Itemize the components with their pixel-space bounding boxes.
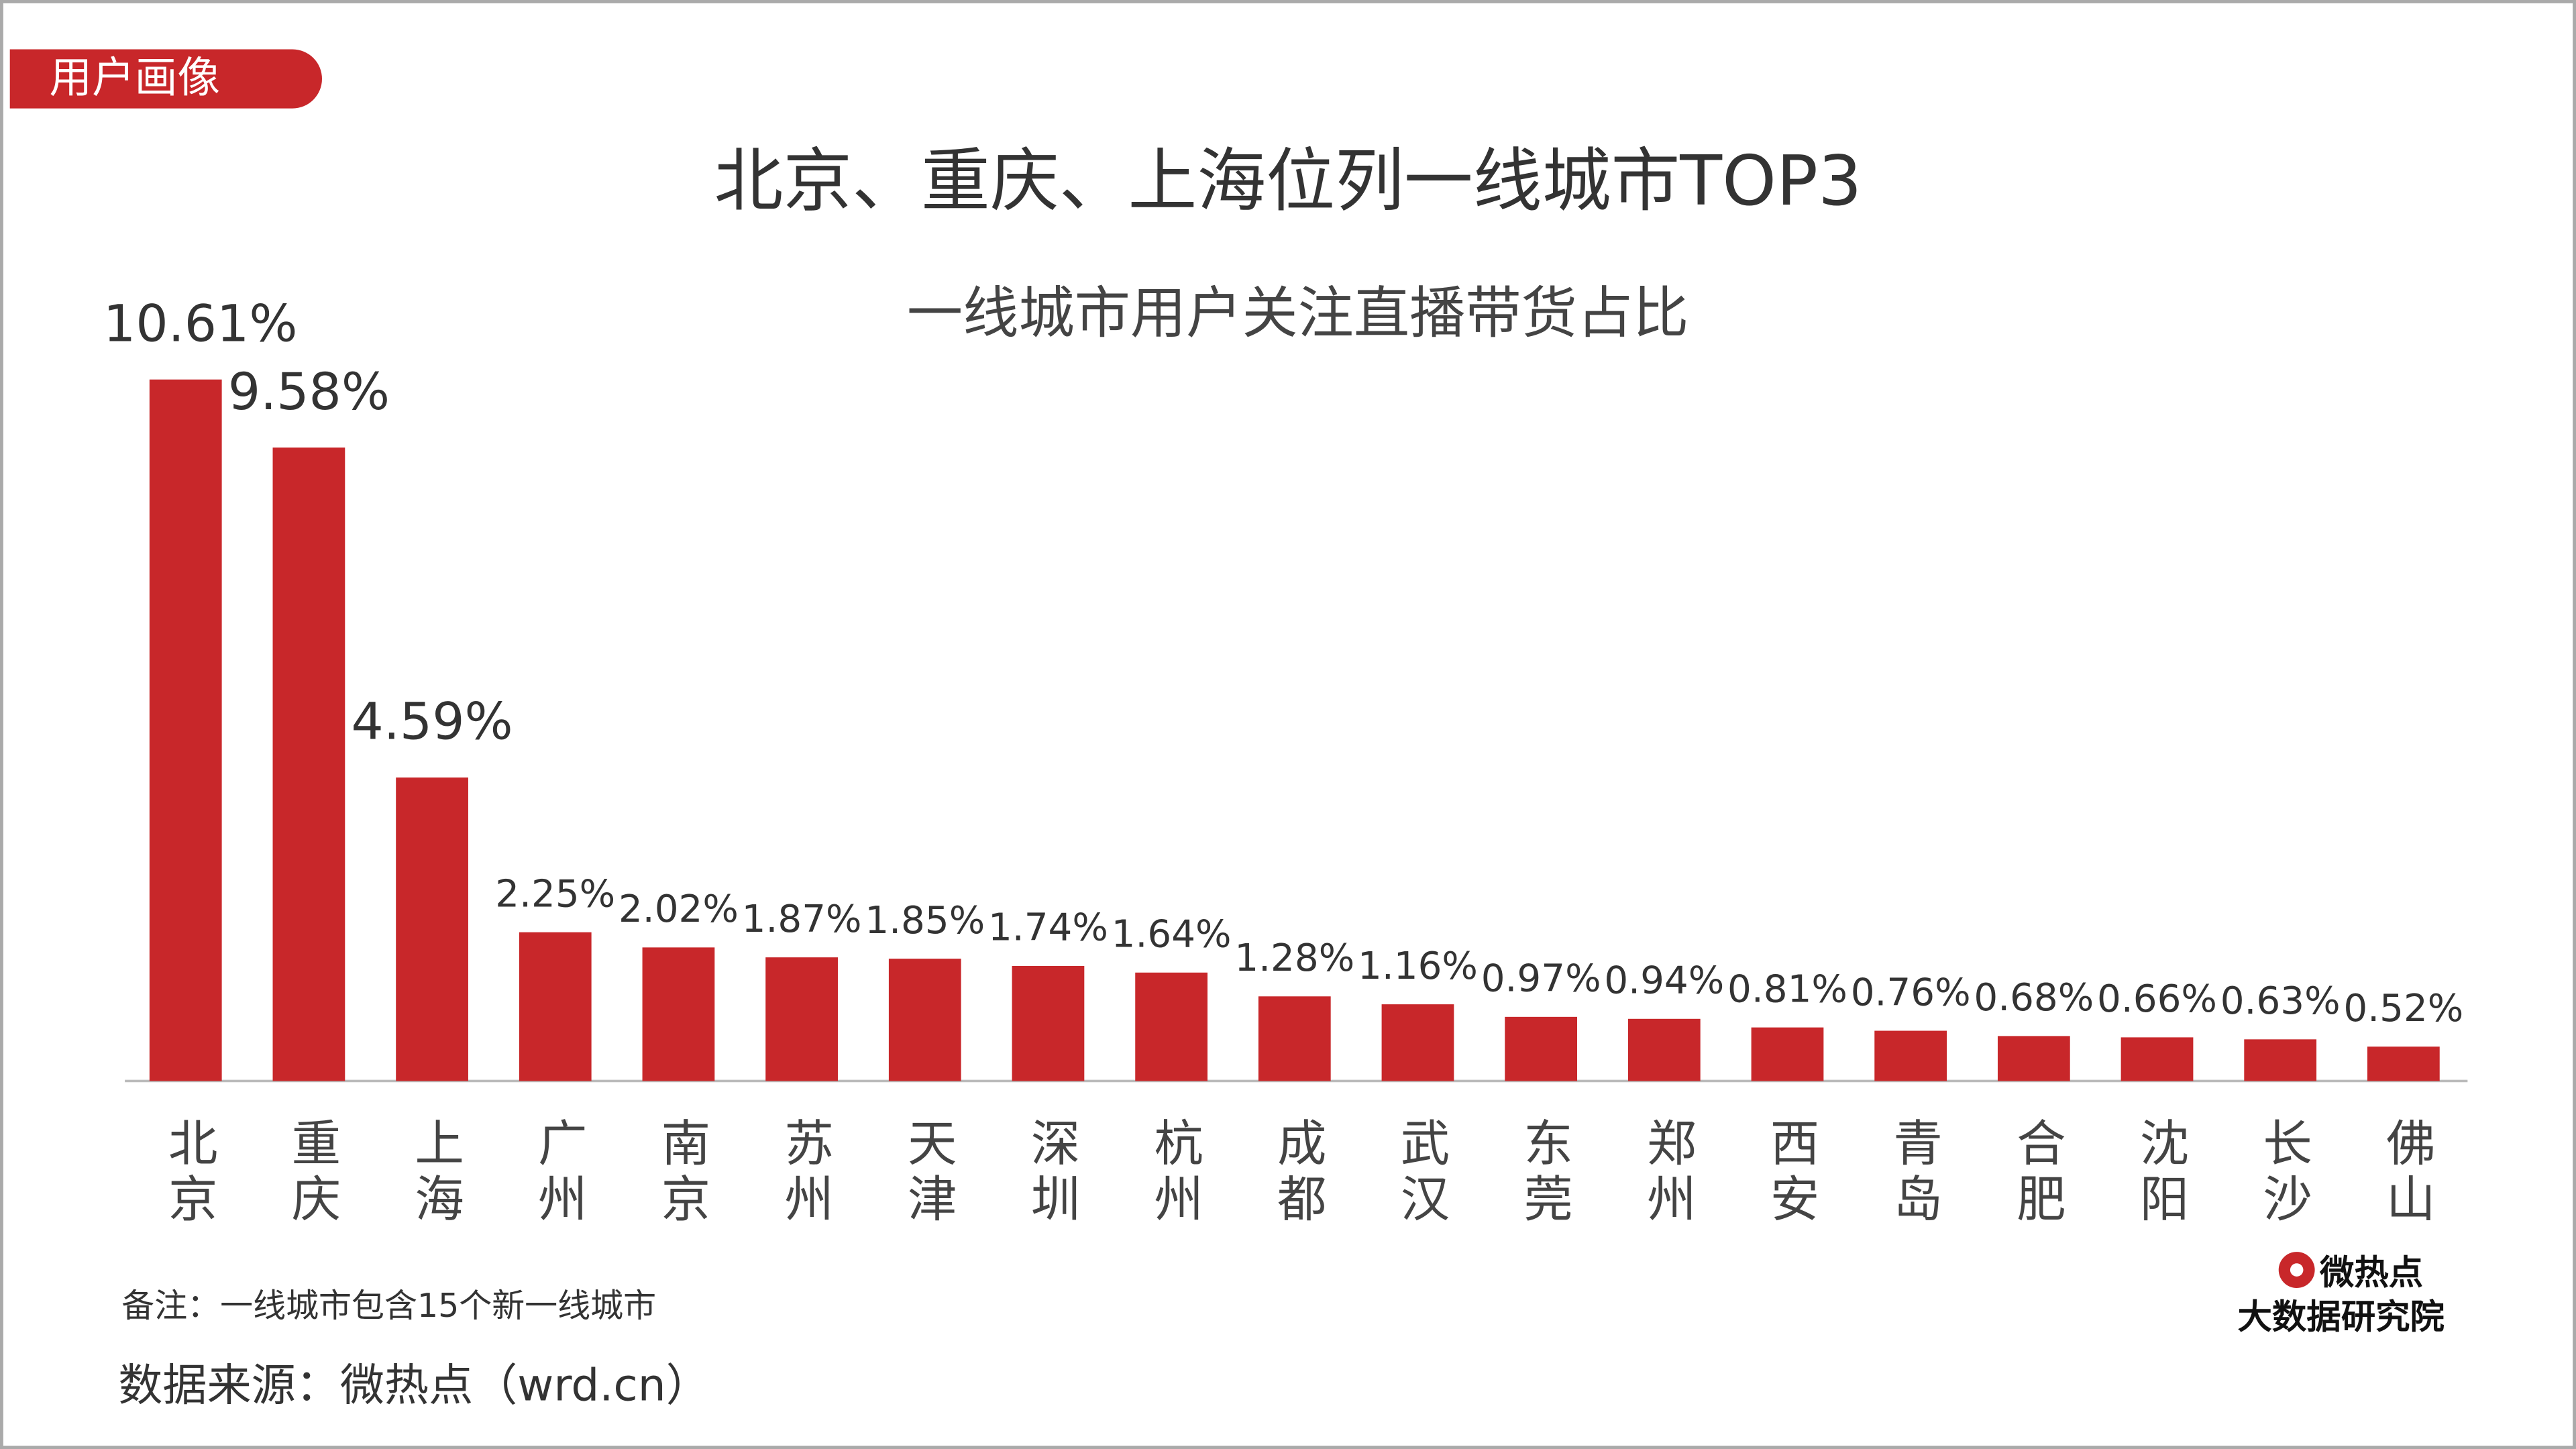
x-tick-label: 杭州 bbox=[1146, 1117, 1203, 1229]
bar bbox=[1135, 972, 1208, 1081]
logo-icon-eye bbox=[2290, 1263, 2304, 1277]
x-tick-label: 沈阳 bbox=[2131, 1117, 2188, 1229]
x-tick-label: 青岛 bbox=[1885, 1117, 1942, 1229]
x-tick-label: 苏州 bbox=[776, 1117, 833, 1229]
x-tick-label: 西安 bbox=[1762, 1117, 1819, 1229]
value-label: 0.63% bbox=[2220, 979, 2341, 1023]
bar bbox=[2121, 1037, 2194, 1081]
bar bbox=[642, 947, 715, 1081]
value-label: 0.94% bbox=[1604, 959, 1724, 1003]
chart-subtitle: 一线城市用户关注直播带货占比 bbox=[907, 281, 1689, 346]
bar bbox=[2367, 1046, 2440, 1081]
bar bbox=[272, 447, 345, 1081]
bar bbox=[1505, 1016, 1578, 1081]
x-tick-label: 上海 bbox=[407, 1117, 464, 1229]
value-label: 1.28% bbox=[1234, 936, 1354, 980]
note: 备注：一线城市包含15个新一线城市 bbox=[121, 1287, 656, 1325]
bar bbox=[519, 932, 592, 1081]
bar bbox=[888, 959, 961, 1081]
tag-badge bbox=[9, 49, 322, 109]
x-tick-label: 广州 bbox=[530, 1117, 587, 1229]
bar bbox=[1874, 1030, 1947, 1081]
value-label: 0.68% bbox=[1974, 976, 2094, 1020]
chart-title: 北京、重庆、上海位列一线城市TOP3 bbox=[714, 142, 1862, 221]
x-tick-label: 重庆 bbox=[283, 1117, 340, 1229]
value-label: 4.59% bbox=[352, 692, 513, 751]
value-label: 0.66% bbox=[2097, 977, 2217, 1021]
value-label: 0.97% bbox=[1481, 957, 1601, 1001]
value-label: 9.58% bbox=[228, 362, 390, 421]
x-tick-label: 合肥 bbox=[2008, 1117, 2065, 1229]
source: 数据来源：微热点（wrd.cn） bbox=[118, 1359, 710, 1411]
bar bbox=[1997, 1036, 2070, 1081]
bar bbox=[1258, 996, 1331, 1081]
x-tick-label: 北京 bbox=[160, 1117, 217, 1229]
value-label: 2.25% bbox=[495, 872, 615, 916]
logo-name: 微热点 bbox=[2319, 1252, 2423, 1293]
value-label: 2.02% bbox=[619, 888, 739, 931]
value-label: 1.16% bbox=[1358, 945, 1478, 988]
x-tick-label: 成都 bbox=[1269, 1117, 1326, 1229]
x-tick-label: 武汉 bbox=[1392, 1117, 1449, 1229]
bar bbox=[765, 957, 838, 1081]
value-label: 0.52% bbox=[2343, 987, 2463, 1030]
value-label: 1.64% bbox=[1112, 913, 1232, 957]
value-label: 10.61% bbox=[103, 294, 297, 353]
x-tick-label: 郑州 bbox=[1639, 1117, 1696, 1229]
tag: 用户画像 bbox=[49, 54, 220, 103]
x-tick-label: 南京 bbox=[653, 1117, 710, 1229]
bar bbox=[1751, 1027, 1824, 1081]
x-tick-label: 佛山 bbox=[2378, 1117, 2435, 1229]
value-label: 0.81% bbox=[1727, 967, 1847, 1011]
x-tick-label: 天津 bbox=[900, 1117, 957, 1229]
bar bbox=[2244, 1039, 2317, 1081]
value-label: 1.85% bbox=[865, 899, 985, 943]
value-label: 1.87% bbox=[742, 898, 862, 941]
bar bbox=[1012, 965, 1085, 1081]
bar bbox=[1381, 1004, 1454, 1081]
x-tick-label: 东莞 bbox=[1515, 1117, 1572, 1229]
x-tick-label: 长沙 bbox=[2255, 1117, 2312, 1229]
value-label: 0.76% bbox=[1851, 971, 1971, 1014]
bar bbox=[1627, 1018, 1701, 1081]
bar bbox=[396, 777, 468, 1081]
value-label: 1.74% bbox=[988, 906, 1108, 950]
bar bbox=[149, 379, 222, 1081]
x-tick-label: 深圳 bbox=[1022, 1117, 1079, 1229]
logo-subname: 大数据研究院 bbox=[2238, 1297, 2445, 1338]
